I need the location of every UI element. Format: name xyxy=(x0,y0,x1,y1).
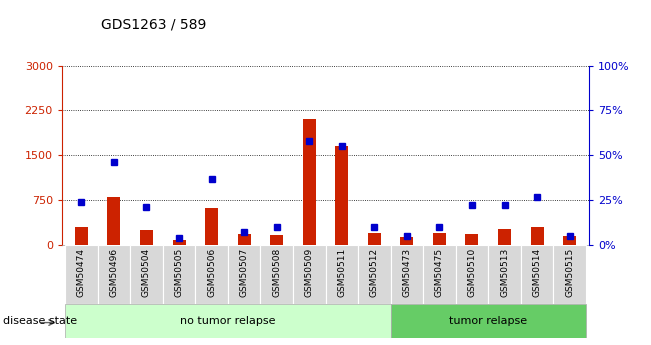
Bar xyxy=(465,234,478,245)
Text: GSM50510: GSM50510 xyxy=(467,248,477,297)
Bar xyxy=(75,227,88,245)
Bar xyxy=(228,245,260,304)
Text: GSM50512: GSM50512 xyxy=(370,248,379,297)
Text: GSM50515: GSM50515 xyxy=(565,248,574,297)
Text: GSM50473: GSM50473 xyxy=(402,248,411,297)
Bar xyxy=(65,245,98,304)
Text: GDS1263 / 589: GDS1263 / 589 xyxy=(101,17,206,31)
Bar xyxy=(400,237,413,245)
Bar xyxy=(391,245,423,304)
Bar xyxy=(195,245,228,304)
Bar xyxy=(260,245,293,304)
Bar xyxy=(488,245,521,304)
Bar xyxy=(293,245,326,304)
Bar xyxy=(521,245,553,304)
Text: no tumor relapse: no tumor relapse xyxy=(180,316,275,326)
Bar xyxy=(303,119,316,245)
Bar xyxy=(238,234,251,245)
Bar xyxy=(498,229,511,245)
Bar xyxy=(358,245,391,304)
Bar xyxy=(270,235,283,245)
Text: GSM50509: GSM50509 xyxy=(305,248,314,297)
Text: GSM50506: GSM50506 xyxy=(207,248,216,297)
Bar xyxy=(140,230,153,245)
Bar xyxy=(173,239,186,245)
Text: GSM50474: GSM50474 xyxy=(77,248,86,297)
Bar xyxy=(423,245,456,304)
Text: GSM50511: GSM50511 xyxy=(337,248,346,297)
Text: GSM50507: GSM50507 xyxy=(240,248,249,297)
Text: GSM50508: GSM50508 xyxy=(272,248,281,297)
Text: GSM50514: GSM50514 xyxy=(533,248,542,297)
Text: tumor relapse: tumor relapse xyxy=(449,316,527,326)
Bar xyxy=(531,227,544,245)
Bar xyxy=(563,236,576,245)
Bar xyxy=(326,245,358,304)
Bar xyxy=(205,208,218,245)
Bar xyxy=(433,233,446,245)
Bar xyxy=(553,245,586,304)
Bar xyxy=(163,245,195,304)
Text: GSM50513: GSM50513 xyxy=(500,248,509,297)
Text: disease state: disease state xyxy=(3,316,77,326)
Text: GSM50505: GSM50505 xyxy=(174,248,184,297)
Bar xyxy=(391,304,586,338)
Bar xyxy=(98,245,130,304)
Text: GSM50496: GSM50496 xyxy=(109,248,118,297)
Bar xyxy=(368,233,381,245)
Bar xyxy=(65,304,391,338)
Text: GSM50475: GSM50475 xyxy=(435,248,444,297)
Bar xyxy=(456,245,488,304)
Bar xyxy=(107,197,120,245)
Text: GSM50504: GSM50504 xyxy=(142,248,151,297)
Bar xyxy=(335,146,348,245)
Bar xyxy=(130,245,163,304)
